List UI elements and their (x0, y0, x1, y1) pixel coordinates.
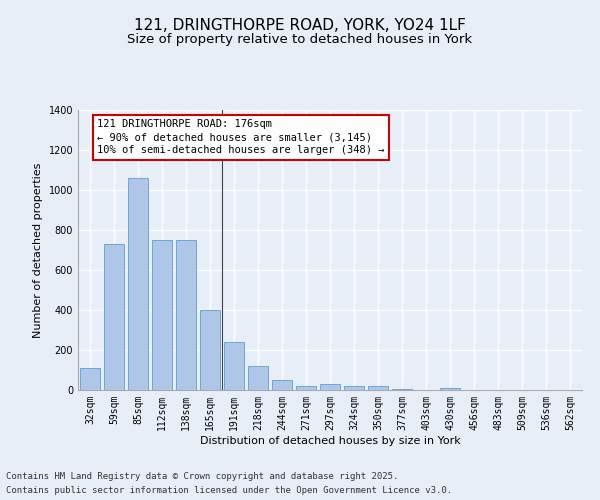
Bar (224, 342, 244, 390)
Bar (344, 386, 364, 390)
Bar (320, 384, 340, 390)
Bar (152, 240, 172, 390)
Text: 121 DRINGTHORPE ROAD: 176sqm
← 90% of detached houses are smaller (3,145)
10% of: 121 DRINGTHORPE ROAD: 176sqm ← 90% of de… (97, 119, 385, 156)
Bar (128, 178, 148, 390)
Bar (176, 240, 196, 390)
Text: Size of property relative to detached houses in York: Size of property relative to detached ho… (127, 32, 473, 46)
Bar (80, 368, 100, 390)
Bar (368, 386, 388, 390)
X-axis label: Distribution of detached houses by size in York: Distribution of detached houses by size … (200, 436, 460, 446)
Bar (392, 389, 412, 390)
Bar (296, 386, 316, 390)
Text: 121, DRINGTHORPE ROAD, YORK, YO24 1LF: 121, DRINGTHORPE ROAD, YORK, YO24 1LF (134, 18, 466, 32)
Bar (272, 380, 292, 390)
Y-axis label: Number of detached properties: Number of detached properties (33, 162, 43, 338)
Text: Contains HM Land Registry data © Crown copyright and database right 2025.: Contains HM Land Registry data © Crown c… (6, 472, 398, 481)
Bar (440, 388, 460, 390)
Text: Contains public sector information licensed under the Open Government Licence v3: Contains public sector information licen… (6, 486, 452, 495)
Bar (248, 366, 268, 390)
Bar (200, 310, 220, 390)
Bar (104, 244, 124, 390)
